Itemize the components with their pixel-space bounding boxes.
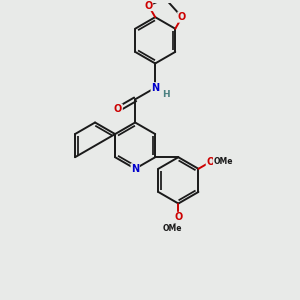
Text: N: N [151,83,159,93]
Text: OMe: OMe [213,158,233,166]
Text: O: O [114,104,122,114]
Text: O: O [144,1,153,10]
Text: N: N [131,164,139,174]
Text: O: O [174,212,182,222]
Text: OMe: OMe [162,224,182,233]
Text: O: O [178,12,186,22]
Text: O: O [206,157,214,167]
Text: H: H [162,90,170,99]
